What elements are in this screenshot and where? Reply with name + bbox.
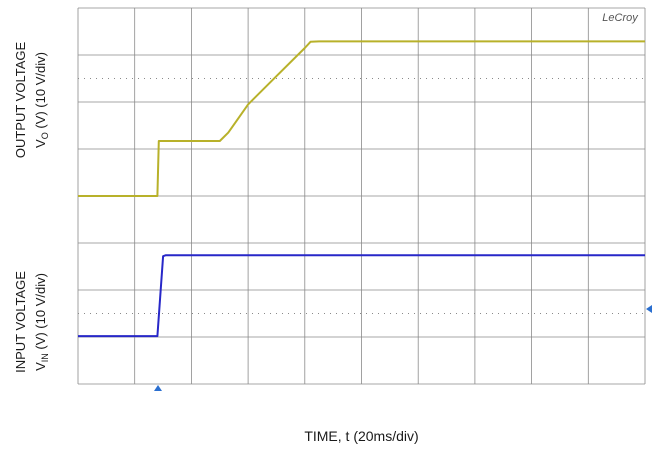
bottom-axis-label: INPUT VOLTAGE VIN (V) (10 V/div) bbox=[13, 271, 50, 373]
bottom-label-line1: INPUT VOLTAGE bbox=[13, 271, 28, 373]
input-voltage-trace bbox=[78, 254, 645, 338]
top-axis-label: OUTPUT VOLTAGE VO (V) (10 V/div) bbox=[13, 42, 50, 159]
output-voltage-trace bbox=[78, 40, 645, 197]
reference-marker-right bbox=[646, 305, 652, 313]
brand-logo: LeCroy bbox=[602, 12, 639, 24]
trigger-marker-bottom bbox=[154, 385, 162, 391]
top-label-line2: VO (V) (10 V/div) bbox=[33, 52, 50, 148]
bottom-label-line2: VIN (V) (10 V/div) bbox=[33, 273, 50, 371]
top-label-line1: OUTPUT VOLTAGE bbox=[13, 42, 28, 159]
grid bbox=[77, 7, 646, 385]
traces bbox=[78, 40, 645, 338]
x-axis-label: TIME, t (20ms/div) bbox=[304, 428, 419, 444]
